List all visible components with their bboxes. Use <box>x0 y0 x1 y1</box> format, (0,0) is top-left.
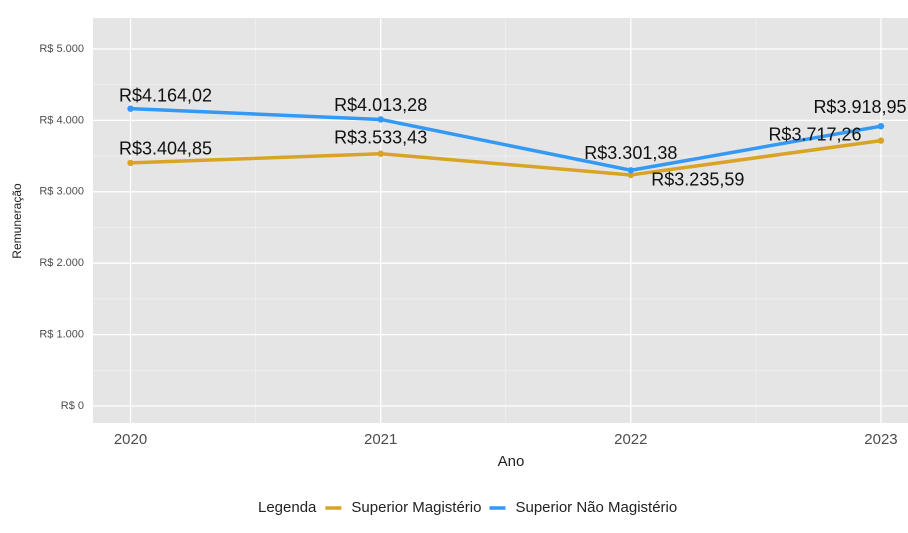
x-axis-title: Ano <box>498 453 525 470</box>
data-label: R$3.533,43 <box>334 127 427 147</box>
legend-label: Superior Não Magistério <box>515 499 677 516</box>
y-axis-title: Remuneração <box>10 183 24 259</box>
data-point <box>627 171 635 179</box>
y-tick-label: R$ 5.000 <box>39 43 84 55</box>
x-tick-label: 2021 <box>364 431 397 448</box>
data-point <box>877 122 885 130</box>
data-point <box>877 137 885 144</box>
data-point <box>377 150 384 157</box>
legend-title: Legenda <box>258 499 317 516</box>
series-line <box>130 138 882 177</box>
data-label: R$3.404,85 <box>119 139 212 159</box>
data-label: R$3.235,59 <box>651 170 744 190</box>
x-tick-label: 2022 <box>614 431 647 448</box>
panel-background <box>93 18 908 423</box>
x-tick-label: 2020 <box>114 431 147 448</box>
data-point <box>627 167 635 174</box>
data-point <box>127 159 134 167</box>
data-label: R$4.164,02 <box>119 85 212 105</box>
data-label: R$3.301,38 <box>584 143 677 163</box>
y-tick-label: R$ 3.000 <box>39 186 84 198</box>
y-tick-label: R$ 2.000 <box>39 257 84 269</box>
y-tick-label: R$ 4.000 <box>39 114 84 126</box>
data-label: R$4.013,28 <box>334 95 427 115</box>
data-point <box>127 105 134 112</box>
x-tick-label: 2023 <box>864 431 897 448</box>
data-label: R$3.717,26 <box>768 124 861 144</box>
series-line <box>130 106 882 173</box>
y-tick-label: R$ 0 <box>61 400 84 412</box>
y-tick-label: R$ 1.000 <box>39 329 84 341</box>
data-label: R$3.918,95 <box>813 97 906 117</box>
legend-label: Superior Magistério <box>351 499 481 516</box>
data-point <box>377 116 384 123</box>
